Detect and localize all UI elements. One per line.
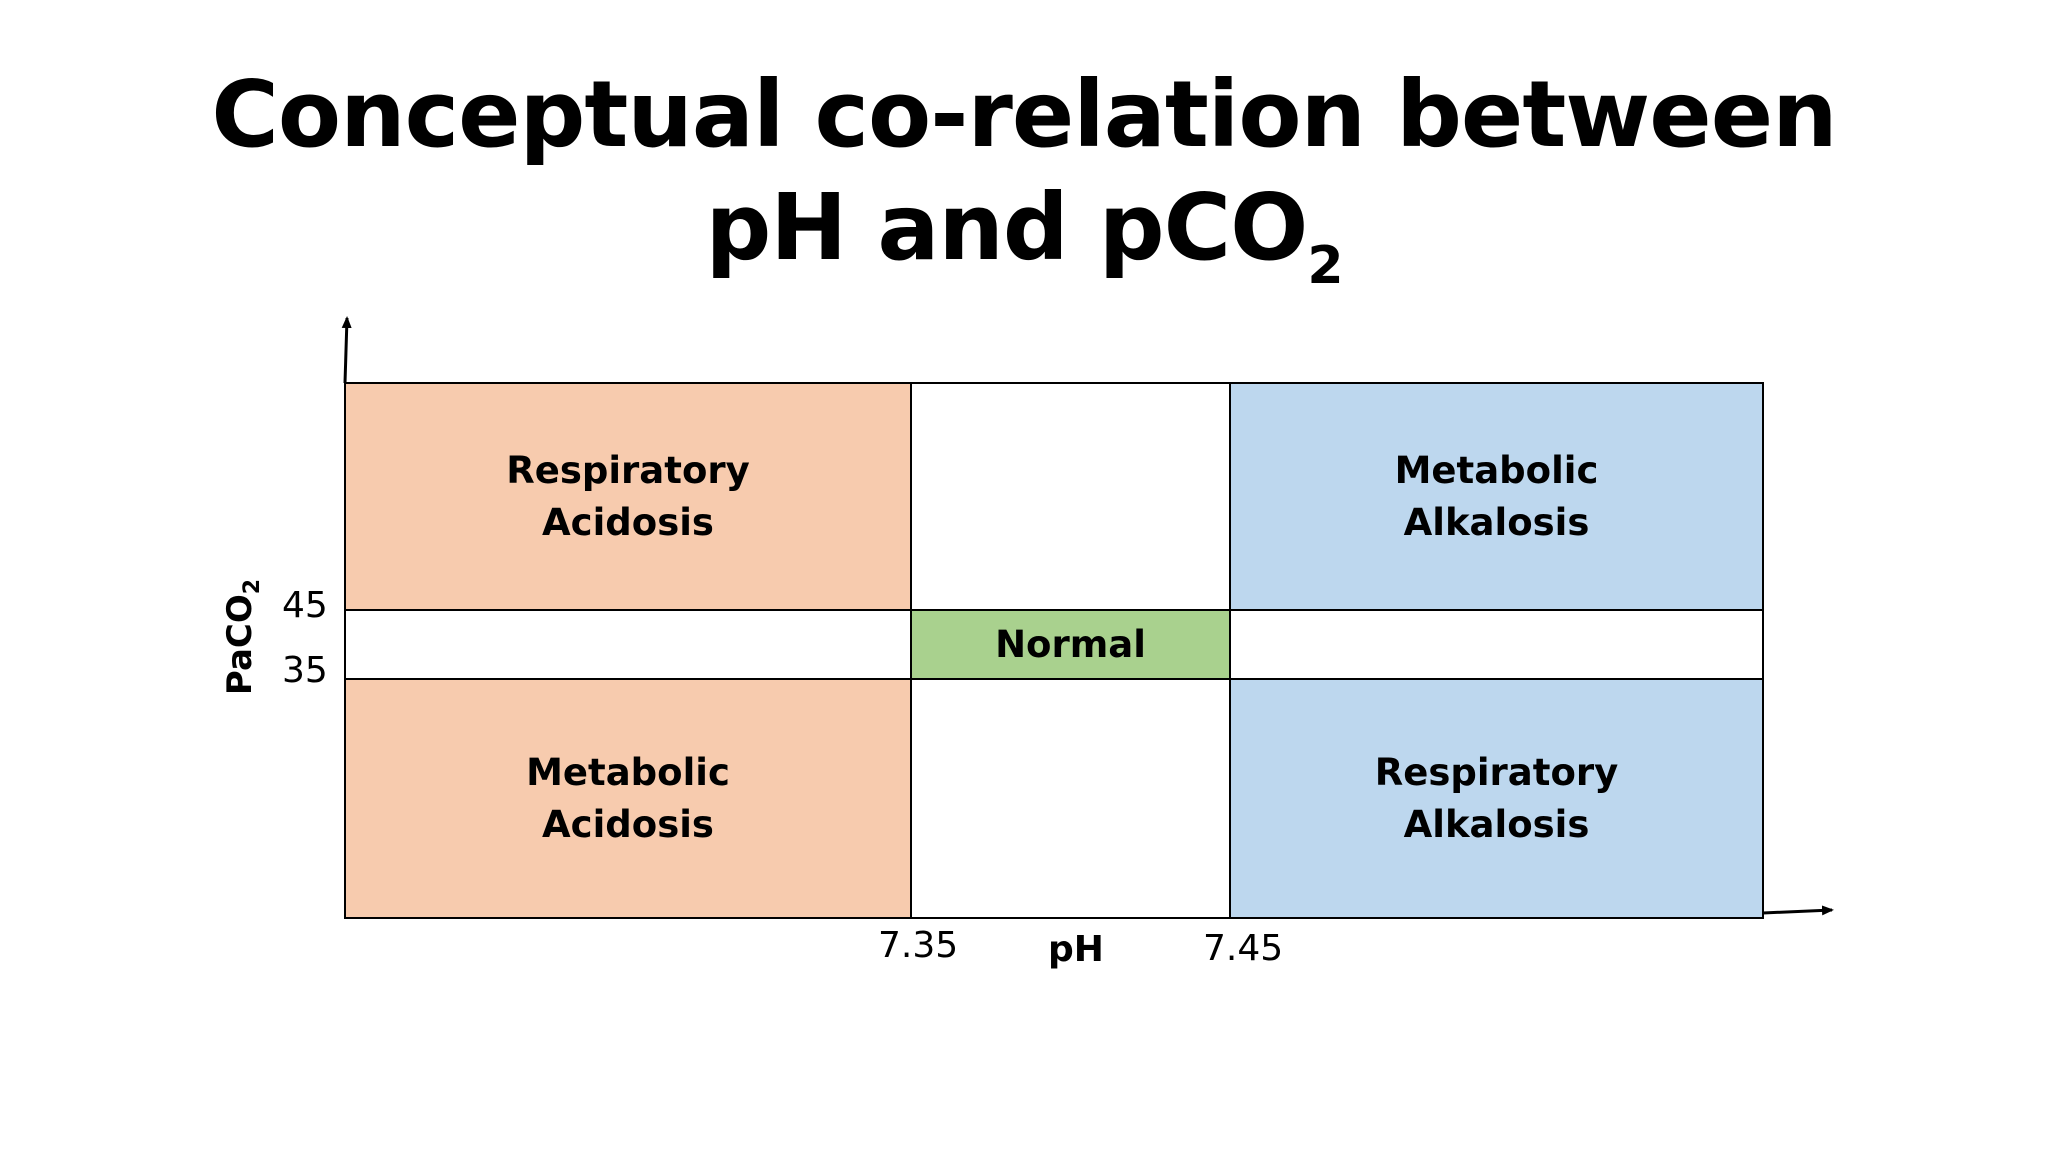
x-axis-title: pH [1048, 929, 1104, 970]
region-normal-label: Normal [995, 622, 1146, 666]
region-respiratory-alkalosis: Respiratory Alkalosis [1230, 679, 1763, 918]
region-upper-middle [911, 383, 1230, 610]
region-normal: Normal [911, 610, 1230, 679]
y-axis-arrow [341, 316, 352, 384]
title-line-2-subscript: 2 [1307, 236, 1343, 296]
y-axis-title-main: PaCO [220, 594, 260, 696]
x-tick-7-35: 7.35 [878, 925, 959, 966]
region-metabolic-alkalosis: Metabolic Alkalosis [1230, 383, 1763, 610]
y-axis-title: PaCO2 [218, 567, 265, 707]
region-respiratory-acidosis-label: Respiratory Acidosis [506, 448, 750, 544]
y-tick-35: 35 [282, 650, 328, 691]
grid-outer-border [344, 382, 1764, 919]
region-lower-middle [911, 679, 1230, 918]
region-middle-right [1230, 610, 1763, 679]
region-metabolic-acidosis: Metabolic Acidosis [345, 679, 911, 918]
x-tick-7-45: 7.45 [1203, 928, 1284, 969]
x-axis-arrow [1762, 905, 1834, 916]
region-middle-left [345, 610, 911, 679]
region-respiratory-alkalosis-label: Respiratory Alkalosis [1374, 750, 1619, 846]
region-metabolic-alkalosis-label: Metabolic Alkalosis [1394, 448, 1599, 544]
y-axis-title-subscript: 2 [240, 578, 265, 595]
region-metabolic-acidosis-label: Metabolic Acidosis [526, 750, 730, 846]
page-title: Conceptual co-relation between pH and pC… [0, 58, 2048, 292]
title-line-1: Conceptual co-relation between [211, 61, 1837, 168]
title-line-2: pH and pCO2 [0, 171, 2048, 292]
region-respiratory-acidosis: Respiratory Acidosis [345, 383, 911, 610]
y-tick-45: 45 [282, 585, 328, 626]
title-line-2-main: pH and pCO [705, 174, 1308, 281]
